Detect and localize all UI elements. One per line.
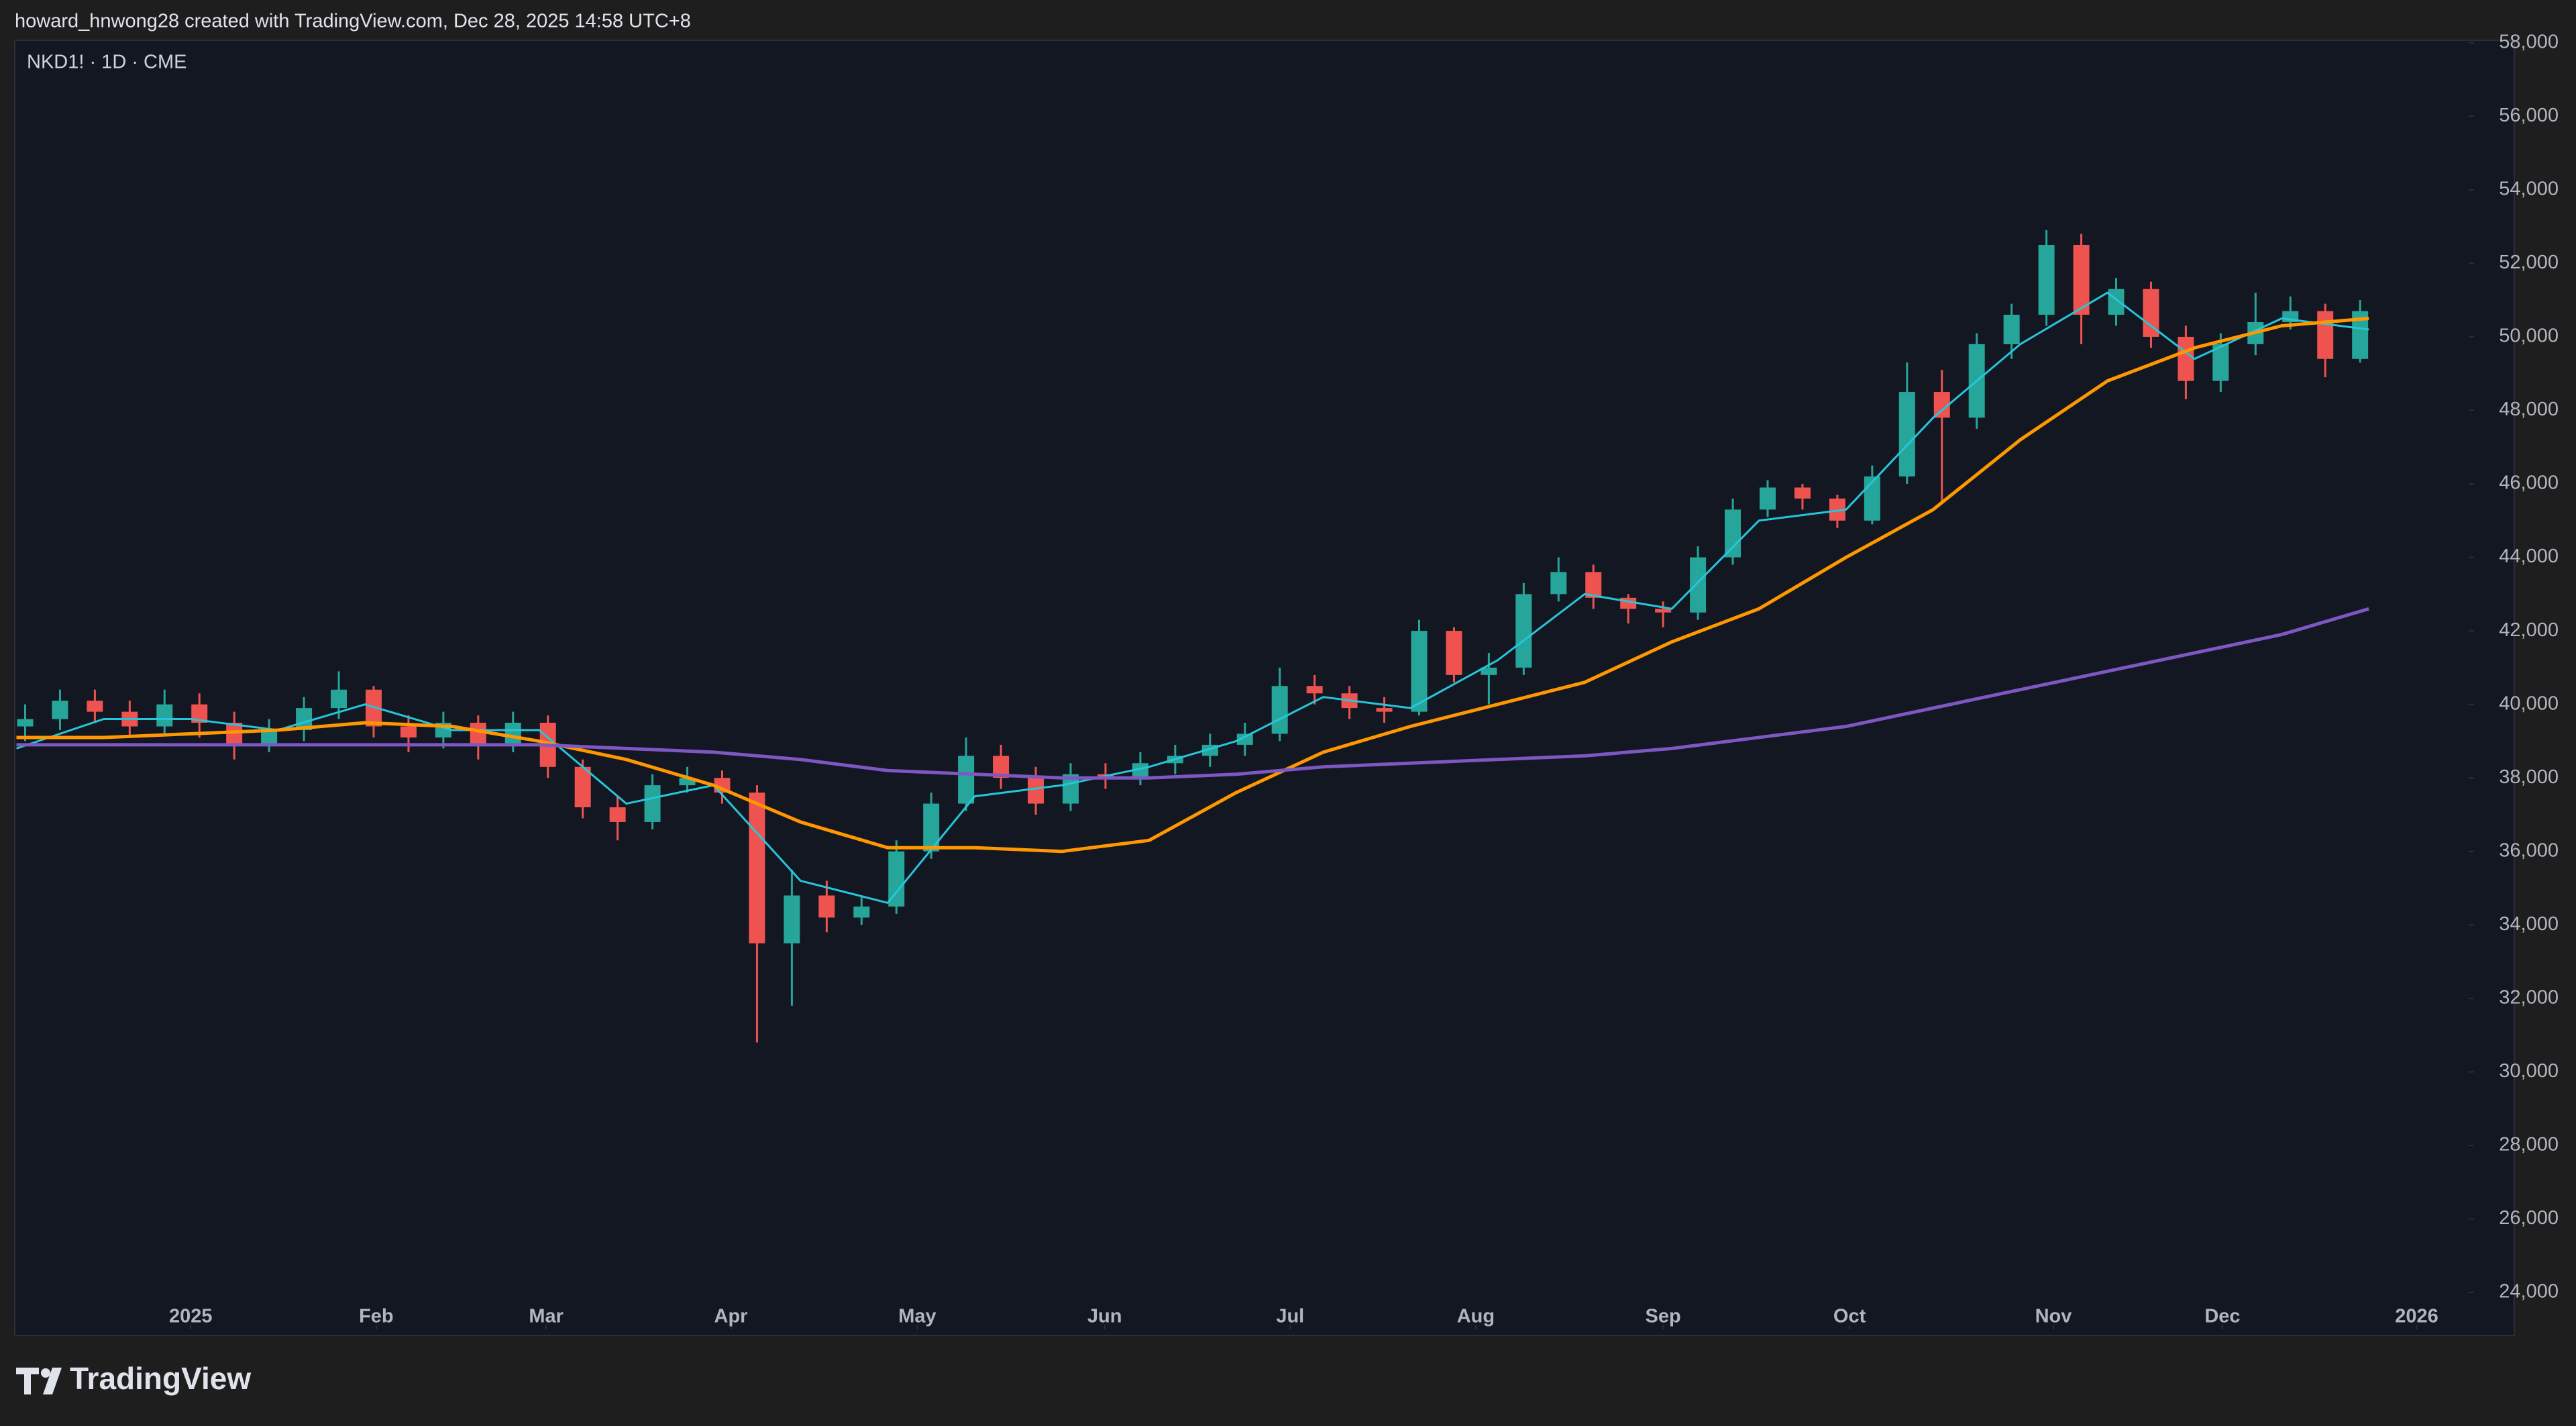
- x-tick-label: May: [898, 1306, 936, 1327]
- candle-body: [1655, 609, 1672, 613]
- candle-body: [784, 895, 800, 944]
- y-tick-label: 54,000: [2499, 178, 2559, 199]
- candle-body: [17, 719, 34, 727]
- candle-body: [1236, 733, 1253, 745]
- y-tick-label: 26,000: [2499, 1207, 2559, 1229]
- candle-body: [52, 701, 68, 719]
- y-tick-label: 34,000: [2499, 913, 2559, 935]
- candle-body: [400, 726, 417, 737]
- moving-average-line: [16, 607, 2369, 780]
- candle-body: [1411, 631, 1428, 712]
- candle-body: [574, 766, 591, 808]
- candle-body: [261, 729, 278, 745]
- y-tick-label: 42,000: [2499, 619, 2559, 641]
- candle-body: [470, 723, 486, 745]
- candle-body: [1515, 594, 1532, 668]
- logo-text: TradingView: [70, 1361, 251, 1396]
- candle-body: [644, 785, 661, 822]
- logo-icon: [16, 1368, 62, 1394]
- candle-body: [1028, 778, 1044, 804]
- y-tick-label: 30,000: [2499, 1060, 2559, 1082]
- candle-body: [1690, 557, 1707, 613]
- y-tick-label: 52,000: [2499, 252, 2559, 273]
- candle-body: [156, 704, 173, 727]
- candle-body: [1725, 509, 1741, 558]
- candle-body: [2317, 311, 2334, 359]
- y-tick-label: 44,000: [2499, 546, 2559, 567]
- candle-body: [1585, 572, 1602, 598]
- candle-body: [818, 895, 835, 918]
- y-tick-label: 40,000: [2499, 693, 2559, 714]
- x-tick-label: Aug: [1457, 1306, 1495, 1327]
- candle-body: [2073, 244, 2090, 315]
- candle-body: [749, 793, 765, 944]
- y-tick-label: 38,000: [2499, 766, 2559, 788]
- candle-body: [504, 723, 521, 745]
- y-tick-label: 56,000: [2499, 105, 2559, 126]
- y-tick-label: 50,000: [2499, 325, 2559, 347]
- candle-body: [87, 701, 103, 712]
- candle-body: [1376, 708, 1393, 712]
- candle-body: [2038, 244, 2055, 315]
- candle-body: [1306, 686, 1323, 694]
- candle-body: [609, 807, 626, 822]
- candle-body: [958, 756, 975, 804]
- candle-body: [1271, 686, 1288, 734]
- candle-body: [679, 778, 696, 786]
- candle-body: [2003, 315, 2020, 344]
- y-tick-label: 58,000: [2499, 31, 2559, 52]
- chart-pane: [14, 40, 2515, 1336]
- moving-average-line: [16, 317, 2369, 854]
- candle-body: [2178, 336, 2194, 381]
- x-tick-label: Feb: [359, 1306, 394, 1327]
- x-tick-label: Dec: [2204, 1306, 2240, 1327]
- candle-body: [853, 906, 870, 918]
- moving-average-line: [16, 291, 2369, 904]
- candle-body: [1864, 476, 1880, 521]
- candle-body: [2108, 289, 2125, 315]
- x-tick-label: Mar: [529, 1306, 564, 1327]
- x-tick-label: Oct: [1833, 1306, 1866, 1327]
- candle-body: [331, 689, 347, 709]
- x-tick-label: Jul: [1276, 1306, 1304, 1327]
- x-tick-label: Jun: [1087, 1306, 1122, 1327]
- y-tick-label: 48,000: [2499, 399, 2559, 420]
- candle-body: [1759, 487, 1776, 510]
- candle-body: [1481, 667, 1497, 675]
- candle-body: [1898, 392, 1915, 477]
- y-tick-label: 28,000: [2499, 1134, 2559, 1156]
- x-tick-label: Apr: [714, 1306, 748, 1327]
- header-text: howard_hnwong28 created with TradingView…: [15, 11, 691, 32]
- candle-body: [1446, 631, 1462, 675]
- candle-body: [1550, 572, 1567, 595]
- y-tick-label: 46,000: [2499, 472, 2559, 494]
- x-tick-label: 2025: [169, 1306, 213, 1327]
- y-tick-label: 32,000: [2499, 986, 2559, 1008]
- y-tick-label: 36,000: [2499, 839, 2559, 861]
- candle-body: [1794, 487, 1811, 499]
- x-tick-label: Sep: [1646, 1306, 1681, 1327]
- x-tick-label: 2026: [2395, 1306, 2438, 1327]
- symbol-legend: NKD1! · 1D · CME: [27, 52, 186, 73]
- y-tick-label: 24,000: [2499, 1281, 2559, 1303]
- x-tick-label: Nov: [2035, 1306, 2072, 1327]
